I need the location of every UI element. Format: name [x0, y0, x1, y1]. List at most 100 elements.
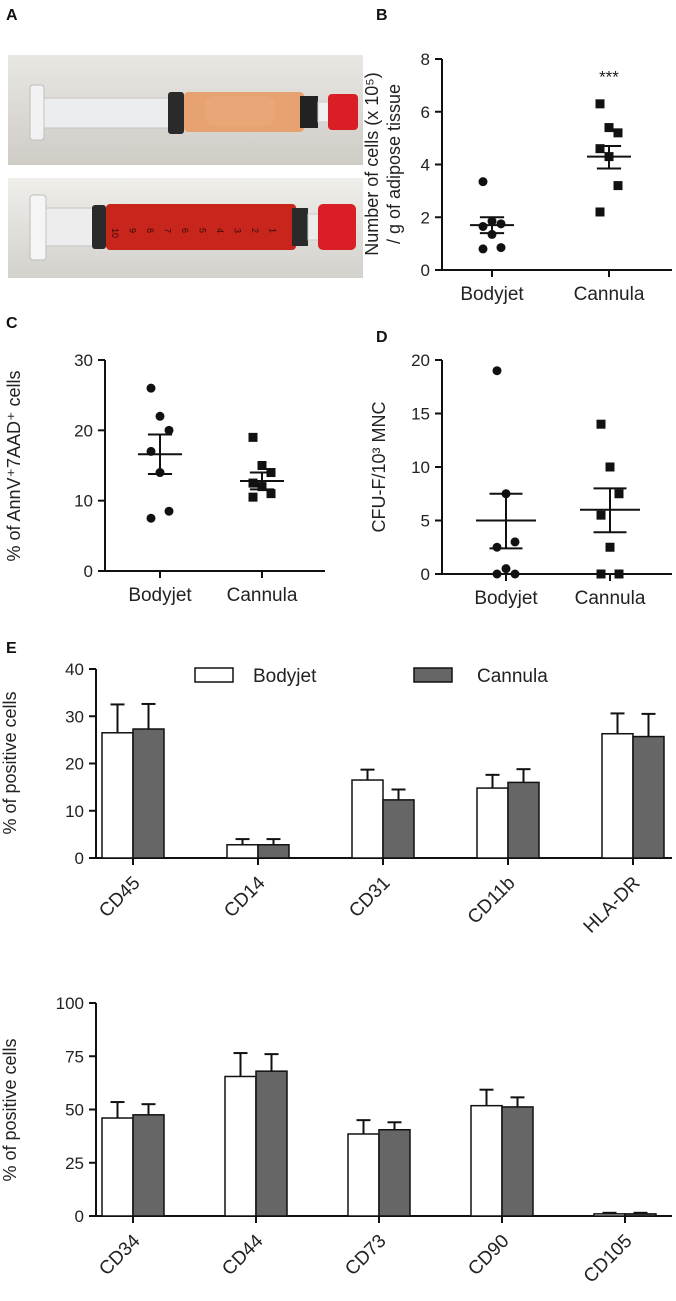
scale-mark: 5 [198, 228, 208, 233]
y-tick-label: 20 [74, 421, 93, 440]
bar-bodyjet [601, 732, 634, 859]
scale-mark: 2 [250, 228, 260, 233]
x-tick-label: Bodyjet [460, 284, 524, 305]
bar-bodyjet [347, 1133, 380, 1217]
data-point [164, 506, 174, 516]
data-point [164, 425, 174, 435]
x-tick-label: Bodyjet [474, 588, 538, 609]
data-point [478, 244, 488, 254]
data-point [595, 144, 605, 154]
bar-cannula [132, 1114, 165, 1217]
x-tick-label: Cannula [574, 284, 645, 305]
y-tick-label: 0 [84, 562, 93, 581]
legend-swatch-bodyjet [194, 667, 234, 683]
y-tick-label: 10 [74, 492, 93, 511]
x-tick-label: CD73 [341, 1231, 390, 1280]
scale-mark: 9 [128, 228, 138, 233]
bar-cannula [507, 781, 540, 859]
x-tick-label: Cannula [575, 588, 646, 609]
x-tick-label: CD90 [464, 1231, 513, 1280]
y-tick-label: 2 [421, 208, 430, 227]
y-tick-label: 50 [65, 1101, 84, 1120]
bar-cannula [382, 799, 415, 859]
panel-c-chart: 0 10 20 30 Bodyjet Cannula % of AnnV⁺7AAD⁺ cel… [4, 351, 325, 606]
y-axis-label: % of positive cells [0, 691, 20, 834]
syringe-scale-marks: 10 9 8 7 6 5 4 3 2 1 [110, 228, 278, 238]
data-point [605, 462, 615, 472]
y-tick-label: 0 [421, 565, 430, 584]
data-point [492, 366, 502, 376]
legend-label-cannula: Cannula [477, 666, 548, 687]
y-axis-label: Number of cells (x 10⁵) / g of adipose ti… [362, 72, 404, 256]
bar-cannula [378, 1128, 411, 1217]
y-tick-label: 100 [56, 994, 84, 1013]
y-tick-label: 10 [65, 802, 84, 821]
data-point [595, 207, 605, 217]
panel-label-b: B [376, 7, 388, 24]
data-point [596, 419, 606, 429]
x-tick-label: CD105 [580, 1231, 637, 1288]
y-tick-label: 0 [75, 849, 84, 868]
scale-mark: 10 [110, 228, 120, 238]
bar-cannula [632, 735, 665, 859]
panel-e-bottom-chart: 0 25 50 75 100 % of positive cells CD34 CD44 CD7… [0, 994, 672, 1287]
data-point [596, 510, 606, 520]
x-tick-label: CD34 [95, 1230, 145, 1280]
scale-mark: 3 [233, 228, 243, 233]
y-tick-label: 8 [421, 50, 430, 69]
y-tick-label: 25 [65, 1154, 84, 1173]
panel-label-c: C [6, 315, 18, 332]
panel-label-a: A [6, 7, 18, 24]
x-tick-label: CD45 [95, 873, 144, 922]
scale-mark: 7 [163, 228, 173, 233]
bar-bodyjet [226, 844, 259, 859]
data-point [492, 542, 502, 552]
data-point [496, 219, 506, 229]
x-tick-label: CD14 [220, 872, 270, 922]
x-tick-label: HLA-DR [580, 873, 645, 938]
bar-bodyjet [470, 1104, 503, 1217]
data-point [501, 564, 511, 574]
bar-cannula [501, 1106, 534, 1217]
bar-cannula [255, 1070, 288, 1217]
x-tick-label: CD44 [218, 1230, 268, 1280]
syringe-red-photo: 10 9 8 7 6 5 4 3 2 1 [8, 178, 363, 278]
panel-b-chart: 0 2 4 6 8 Bodyjet Cannula Number of cells (x 10… [362, 50, 672, 305]
data-point [155, 411, 165, 421]
data-point [605, 542, 615, 552]
data-point [257, 461, 267, 470]
y-tick-label: 0 [421, 261, 430, 280]
data-point [596, 569, 606, 579]
panel-label-d: D [376, 329, 388, 346]
legend-label-bodyjet: Bodyjet [253, 666, 317, 687]
y-axis-label: % of AnnV⁺7AAD⁺ cells [4, 370, 24, 561]
x-tick-label: Bodyjet [128, 585, 192, 606]
y-axis-label: CFU-F/10³ MNC [369, 402, 389, 533]
x-tick-label: Cannula [227, 585, 298, 606]
scale-mark: 4 [215, 228, 225, 233]
data-point [604, 123, 614, 133]
bar-bodyjet [476, 787, 509, 859]
y-tick-label: 30 [65, 707, 84, 726]
bar-bodyjet [101, 1117, 134, 1217]
data-point [613, 128, 623, 138]
panel-d-chart: 0 5 10 15 20 Bodyjet Cannula CFU-F/10³ MNC [369, 351, 672, 609]
bar-cannula [624, 1213, 657, 1217]
data-point [146, 383, 156, 393]
bar-bodyjet [593, 1213, 626, 1217]
panel-label-e: E [6, 640, 17, 657]
data-point [478, 177, 488, 187]
data-point [492, 569, 502, 579]
data-point [248, 432, 258, 442]
y-tick-label: 75 [65, 1047, 84, 1066]
scale-mark: 6 [180, 228, 190, 233]
data-point [510, 569, 520, 579]
data-point [478, 221, 488, 231]
scale-mark: 1 [268, 228, 278, 233]
syringe-orange-photo [8, 55, 363, 165]
y-tick-label: 4 [421, 156, 430, 175]
data-point [613, 181, 623, 191]
y-tick-label: 40 [65, 660, 84, 679]
data-point [510, 537, 520, 547]
